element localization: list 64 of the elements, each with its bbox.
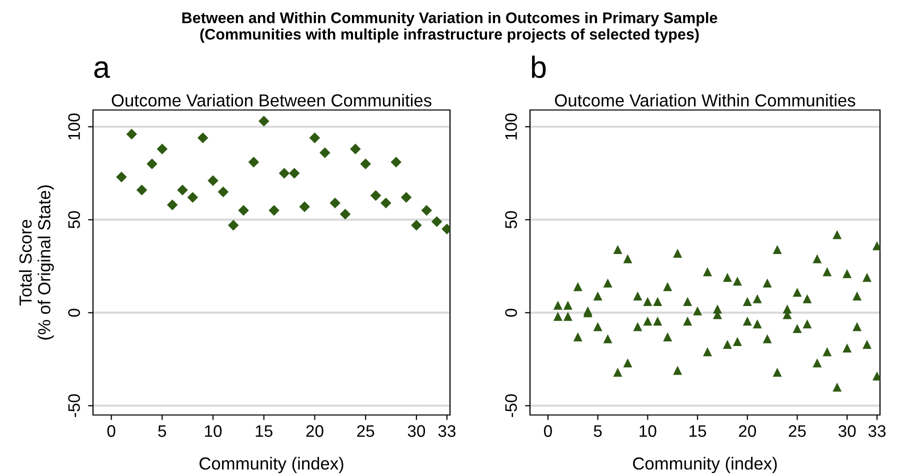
- point: [299, 201, 310, 212]
- x-tick-label: 33: [438, 425, 456, 437]
- point: [116, 172, 127, 182]
- point: [166, 199, 178, 210]
- chart-title: Outcome Variation Between Communities: [112, 94, 432, 107]
- chart-title: Outcome Variation Within Communities: [554, 94, 856, 107]
- x-tick-label: 15: [690, 425, 706, 437]
- text: b: [532, 56, 546, 78]
- point: [370, 190, 382, 201]
- point: [421, 205, 432, 216]
- point: [248, 156, 260, 168]
- point: [187, 192, 198, 203]
- y-tick-label: 100: [68, 113, 80, 140]
- point: [197, 132, 208, 144]
- x-tick-label: 0: [544, 425, 552, 437]
- point: [268, 205, 280, 216]
- point: [289, 168, 300, 179]
- point: [390, 156, 402, 168]
- point: [258, 116, 270, 127]
- point: [208, 175, 218, 186]
- point: [238, 205, 249, 216]
- point: [431, 216, 442, 227]
- point: [330, 198, 340, 208]
- x-tick-label: 20: [306, 425, 324, 437]
- point: [360, 158, 371, 170]
- point: [136, 184, 148, 196]
- y-tick-label: -50: [505, 394, 517, 418]
- x-tick-label: 5: [594, 425, 602, 437]
- point: [218, 186, 229, 198]
- y-tick-label: 0: [68, 308, 80, 317]
- y-tick-label: 0: [505, 308, 517, 317]
- point: [380, 198, 392, 208]
- point: [156, 144, 168, 154]
- x-axis-title: Community (index): [633, 456, 777, 474]
- point: [177, 184, 188, 196]
- point: [400, 192, 412, 203]
- point: [411, 220, 422, 231]
- x-tick-label: 25: [357, 425, 374, 437]
- x-tick-label: 33: [868, 425, 886, 437]
- y-tick-label: 50: [505, 211, 517, 228]
- point: [340, 208, 351, 220]
- x-tick-label: 0: [107, 425, 116, 437]
- point: [350, 144, 361, 154]
- point: [320, 147, 330, 158]
- y-axis-title: Total Score (% of Original State): [18, 185, 54, 340]
- point: [228, 220, 239, 231]
- x-tick-label: 30: [838, 425, 856, 437]
- point: [146, 158, 158, 170]
- x-tick-label: 5: [158, 425, 166, 437]
- x-tick-label: 10: [205, 425, 222, 437]
- point: [309, 132, 320, 144]
- x-tick-label: 15: [256, 425, 272, 437]
- y-tick-label: 100: [505, 113, 517, 140]
- point: [126, 128, 138, 140]
- x-tick-label: 20: [738, 425, 756, 437]
- y-tick-label: 50: [68, 211, 80, 228]
- x-axis-title: Community (index): [200, 456, 344, 474]
- text: Between and Within Community Variation in Outcomes in Primary Sample (Communities with multiple infrastructure projects of selected types): [182, 12, 718, 43]
- y-tick-label: -50: [68, 394, 80, 418]
- text: a: [94, 61, 110, 78]
- x-tick-label: 10: [640, 425, 656, 437]
- x-tick-label: 25: [788, 425, 806, 437]
- point: [278, 168, 290, 179]
- x-tick-label: 30: [408, 425, 426, 437]
